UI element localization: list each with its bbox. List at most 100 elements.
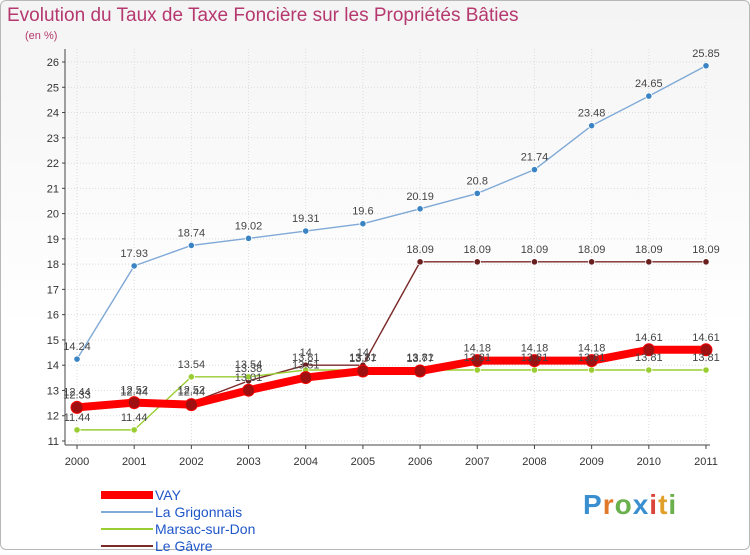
data-point-la-grigonnais (244, 234, 253, 242)
data-label-le-gavre: 14 (300, 347, 312, 359)
data-point-marsac-sur-don (187, 373, 195, 381)
x-tick-label: 2011 (694, 456, 718, 468)
data-label-vay: 14.18 (521, 343, 549, 355)
series-line-la-grigonnais (76, 65, 707, 360)
data-label-vay: 13.77 (349, 353, 377, 365)
proxiti-logo: Proxiti (583, 489, 677, 521)
x-tick-label: 2001 (122, 456, 146, 468)
logo-letter: t (658, 489, 669, 520)
y-tick-label: 21 (47, 183, 59, 195)
data-label-marsac-sur-don: 13.81 (349, 352, 377, 364)
data-label-le-gavre: 12.52 (178, 385, 206, 397)
data-label-la-grigonnais: 24.65 (635, 78, 663, 90)
series-line-le-gavre (76, 261, 707, 406)
data-label-la-grigonnais: 19.02 (235, 220, 263, 232)
x-tick-label: 2004 (293, 456, 317, 468)
y-tick-label: 13 (47, 385, 59, 397)
data-label-la-grigonnais: 25.85 (692, 48, 720, 60)
logo-letter: x (632, 489, 650, 520)
y-tick-label: 23 (47, 133, 59, 145)
data-label-vay: 13.77 (406, 353, 434, 365)
data-point-vay (242, 383, 256, 397)
x-tick-label: 2010 (637, 456, 661, 468)
y-axis-unit: (en %) (25, 30, 58, 42)
data-label-vay: 12.44 (178, 387, 206, 399)
data-label-vay: 13.51 (292, 360, 320, 372)
data-point-la-grigonnais (645, 92, 653, 100)
data-label-le-gavre: 18.09 (406, 244, 434, 256)
data-label-marsac-sur-don: 13.81 (521, 352, 549, 364)
data-label-vay: 12.52 (120, 385, 148, 397)
data-label-le-gavre: 18.09 (521, 244, 549, 256)
data-point-le-gavre (702, 258, 710, 266)
data-label-le-gavre: 14 (357, 347, 369, 359)
data-label-marsac-sur-don: 13.54 (235, 359, 263, 371)
data-label-le-gavre: 18.09 (464, 244, 492, 256)
data-point-la-grigonnais (73, 355, 81, 363)
data-point-vay (527, 354, 541, 368)
data-point-marsac-sur-don (530, 366, 539, 374)
data-point-le-gavre (416, 258, 424, 266)
y-tick-label: 16 (47, 310, 59, 322)
data-label-marsac-sur-don: 13.81 (292, 352, 320, 364)
legend-swatch (101, 528, 153, 530)
data-label-la-grigonnais: 20.8 (467, 175, 488, 187)
data-label-le-gavre: 18.09 (692, 244, 720, 256)
data-point-le-gavre (645, 258, 653, 266)
data-label-vay: 13.01 (235, 372, 263, 384)
logo-letter: P (583, 489, 603, 520)
data-point-marsac-sur-don (73, 426, 81, 434)
data-point-la-grigonnais (702, 62, 710, 70)
legend-item-marsac-sur-don: Marsac-sur-Don (101, 521, 301, 538)
legend-label: Le Gâvre (155, 538, 213, 554)
logo-letter: r (602, 489, 615, 520)
legend-swatch (101, 491, 153, 499)
legend-label: Marsac-sur-Don (155, 521, 256, 537)
data-point-la-grigonnais (530, 166, 539, 174)
data-label-marsac-sur-don: 11.44 (121, 412, 148, 424)
x-tick-label: 2007 (465, 456, 489, 468)
data-point-la-grigonnais (359, 220, 367, 228)
y-tick-label: 19 (47, 234, 59, 246)
y-tick-label: 14 (47, 360, 59, 372)
data-label-le-gavre: 18.09 (635, 244, 663, 256)
logo-letter: i (668, 489, 678, 520)
legend-label: La Grigonnais (155, 504, 243, 520)
logo-letter: i (649, 489, 659, 520)
data-label-la-grigonnais: 19.31 (292, 213, 320, 225)
x-tick-label: 2008 (522, 456, 546, 468)
data-point-vay (413, 364, 427, 378)
data-label-vay: 14.18 (578, 343, 606, 355)
data-label-marsac-sur-don: 13.81 (464, 352, 492, 364)
y-tick-label: 12 (47, 411, 59, 423)
x-tick-label: 2006 (408, 456, 432, 468)
y-tick-label: 20 (47, 209, 59, 221)
data-point-marsac-sur-don (473, 366, 481, 374)
logo-letter: o (614, 489, 633, 520)
data-point-la-grigonnais (302, 227, 310, 235)
legend-label: VAY (155, 487, 181, 503)
y-tick-label: 22 (47, 158, 59, 170)
x-tick-label: 2005 (351, 456, 375, 468)
data-label-marsac-sur-don: 13.81 (635, 352, 663, 364)
data-point-la-grigonnais (588, 122, 596, 130)
data-label-vay: 14.61 (692, 332, 720, 344)
data-point-vay (184, 398, 198, 412)
data-point-vay (356, 364, 370, 378)
data-point-vay (642, 343, 656, 357)
y-tick-label: 24 (47, 108, 59, 120)
data-label-vay: 14.61 (635, 332, 663, 344)
data-label-la-grigonnais: 23.48 (578, 108, 606, 120)
data-label-vay: 12.33 (63, 389, 91, 401)
data-label-la-grigonnais: 14.24 (63, 341, 91, 353)
data-point-la-grigonnais (187, 241, 195, 250)
data-point-vay (299, 371, 313, 385)
data-label-marsac-sur-don: 11.44 (64, 412, 91, 424)
data-label-la-grigonnais: 17.93 (120, 248, 148, 260)
data-point-vay (470, 354, 484, 368)
data-point-marsac-sur-don (645, 366, 653, 374)
data-point-le-gavre (530, 258, 539, 266)
data-label-vay: 14.18 (464, 343, 492, 355)
data-point-marsac-sur-don (130, 426, 138, 434)
